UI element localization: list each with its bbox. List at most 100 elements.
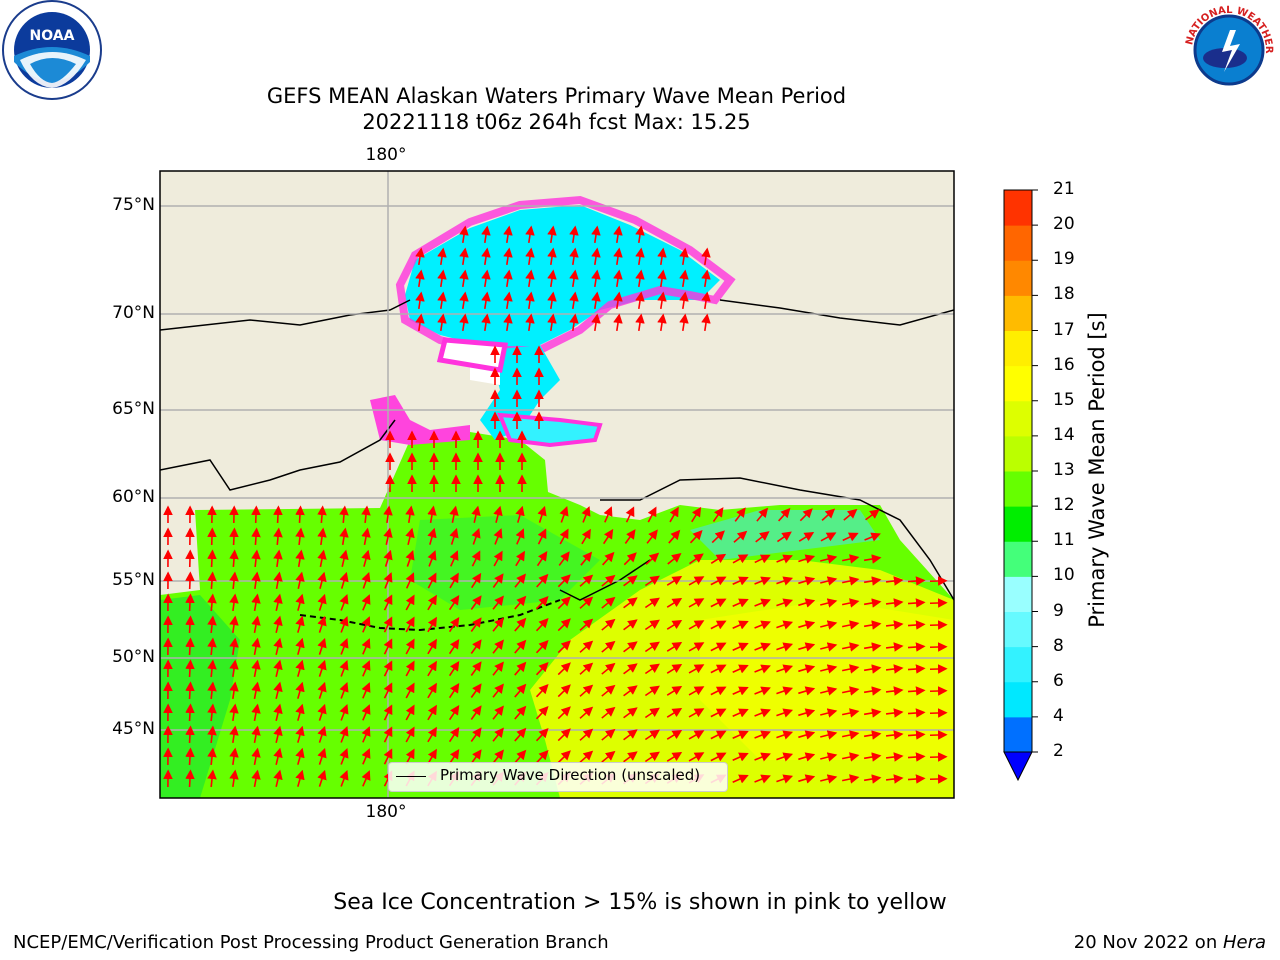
wave-direction-arrow — [842, 642, 860, 652]
wave-direction-arrow — [405, 748, 415, 765]
wave-direction-arrow — [361, 748, 371, 765]
wave-direction-arrow — [701, 247, 711, 266]
wave-direction-arrow — [383, 704, 393, 721]
wave-direction-arrow — [591, 225, 601, 244]
wave-direction-arrow — [647, 506, 657, 523]
wave-direction-arrow — [339, 549, 349, 567]
wave-direction-arrow — [361, 726, 371, 743]
wave-direction-arrow — [295, 747, 305, 765]
wave-direction-arrow — [865, 509, 880, 521]
wave-direction-arrow — [339, 638, 349, 655]
wave-direction-arrow — [273, 593, 283, 611]
wave-direction-arrow — [929, 598, 948, 608]
wave-direction-arrow — [691, 506, 702, 523]
chart-title: GEFS MEAN Alaskan Waters Primary Wave Me… — [266, 84, 847, 108]
wave-direction-arrow — [613, 247, 623, 266]
wave-direction-arrow — [732, 686, 749, 696]
wave-direction-arrow — [798, 686, 816, 696]
wave-direction-arrow — [535, 684, 549, 698]
wave-direction-arrow — [361, 704, 371, 721]
colorbar-tick-label: 17 — [1053, 319, 1075, 340]
colorbar-under-extension — [1003, 751, 1033, 782]
wave-direction-arrow — [710, 686, 727, 696]
wave-direction-arrow — [295, 593, 305, 611]
wave-direction-arrow — [557, 728, 571, 742]
wave-direction-arrow — [798, 576, 816, 586]
wave-direction-arrow — [688, 730, 705, 740]
wave-direction-arrow — [295, 725, 305, 743]
wave-direction-arrow — [185, 593, 195, 612]
wave-direction-arrow — [710, 620, 727, 630]
wave-direction-arrow — [229, 571, 239, 590]
wave-direction-arrow — [842, 576, 860, 586]
wave-direction-arrow — [514, 683, 527, 698]
wave-direction-arrow — [273, 659, 283, 677]
wave-direction-arrow — [405, 726, 415, 743]
wave-direction-arrow — [295, 637, 305, 655]
wave-direction-arrow — [383, 549, 393, 567]
wave-direction-arrow — [295, 615, 305, 633]
wave-direction-arrow — [666, 707, 683, 718]
wave-direction-arrow — [569, 291, 579, 310]
wave-direction-arrow — [798, 642, 816, 652]
wave-direction-arrow — [644, 663, 660, 675]
wave-direction-arrow — [776, 620, 794, 630]
wave-direction-arrow — [405, 527, 415, 545]
colorbar-segment — [1004, 576, 1032, 612]
wave-direction-arrow — [405, 505, 415, 524]
wave-direction-arrow — [557, 596, 571, 610]
wave-direction-arrow — [842, 598, 860, 608]
colorbar-segment — [1004, 611, 1032, 648]
wave-direction-arrow — [644, 619, 660, 631]
wave-direction-arrow — [448, 616, 460, 633]
wave-direction-arrow — [732, 576, 749, 586]
wave-direction-arrow — [185, 703, 195, 722]
wave-direction-arrow — [657, 313, 667, 332]
chart-subtitle: 20221118 t06z 264h fcst Max: 15.25 — [362, 110, 751, 134]
wave-direction-arrow — [514, 639, 527, 654]
wave-direction-arrow — [536, 573, 549, 588]
wave-direction-arrow — [579, 574, 594, 587]
wave-direction-arrow — [207, 593, 217, 612]
wave-direction-arrow — [688, 576, 705, 586]
wave-direction-arrow — [907, 598, 926, 608]
wave-direction-arrow — [710, 576, 727, 586]
wave-direction-arrow — [644, 575, 660, 587]
wave-direction-arrow — [503, 269, 513, 288]
wave-direction-arrow — [666, 729, 683, 740]
wave-direction-arrow — [427, 638, 437, 655]
wave-direction-arrow — [820, 730, 838, 740]
wave-direction-arrow — [535, 662, 549, 676]
wave-direction-arrow — [929, 620, 948, 630]
wave-direction-arrow — [885, 642, 904, 652]
wave-direction-arrow — [251, 637, 261, 656]
wave-direction-arrow — [405, 704, 415, 721]
wave-direction-arrow — [885, 598, 904, 608]
wave-direction-arrow — [646, 529, 658, 544]
wave-direction-arrow — [885, 620, 904, 630]
wave-direction-arrow — [185, 725, 195, 744]
wave-direction-arrow — [602, 528, 614, 545]
wave-direction-arrow — [492, 749, 504, 764]
wave-direction-arrow — [688, 686, 705, 696]
wave-direction-arrow — [580, 551, 593, 566]
wave-direction-arrow — [547, 313, 557, 332]
wave-direction-arrow — [448, 748, 460, 765]
wave-direction-arrow — [601, 684, 616, 697]
wave-direction-arrow — [688, 598, 705, 608]
wave-direction-arrow — [427, 660, 437, 677]
colorbar-tick-label: 13 — [1053, 460, 1075, 480]
wave-direction-arrow — [929, 708, 948, 718]
wave-direction-arrow — [623, 707, 638, 719]
colorbar-tick-label: 11 — [1053, 530, 1075, 551]
wave-direction-arrow — [383, 682, 393, 699]
wave-direction-arrow — [536, 551, 548, 567]
wave-direction-arrow — [732, 620, 749, 630]
wave-direction-arrow — [754, 730, 771, 740]
wave-direction-arrow — [427, 726, 437, 743]
wave-direction-arrow — [776, 531, 792, 543]
wave-direction-arrow — [317, 703, 327, 721]
wave-direction-arrow — [514, 705, 527, 720]
wave-direction-arrow — [591, 269, 601, 288]
wave-direction-arrow — [339, 594, 349, 611]
